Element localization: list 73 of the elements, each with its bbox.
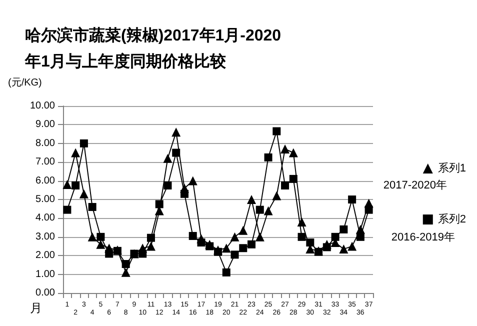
x-axis-title: 月 [30, 301, 42, 315]
point [298, 232, 306, 241]
point [63, 206, 72, 214]
point [348, 196, 356, 204]
point [288, 148, 298, 158]
y-tick-label: 0.00 [36, 288, 56, 298]
y-tick-label: 10.00 [30, 100, 56, 112]
point [88, 232, 97, 242]
point [339, 244, 348, 254]
point [122, 260, 130, 268]
point [264, 206, 273, 216]
point [71, 148, 80, 158]
point [188, 176, 198, 186]
point [280, 144, 290, 154]
point [188, 232, 197, 240]
point [138, 250, 147, 258]
point [62, 180, 72, 190]
y-axis-title: (元/KG) [8, 78, 42, 88]
point [206, 242, 214, 250]
point [88, 202, 96, 211]
point [80, 139, 88, 148]
point [121, 268, 130, 277]
point [180, 190, 188, 198]
point [146, 242, 156, 251]
point [96, 240, 106, 249]
point [364, 206, 373, 214]
point [322, 243, 331, 252]
point [331, 232, 340, 241]
y-tick-label: 5.00 [36, 194, 56, 205]
point [163, 154, 172, 163]
point [264, 153, 272, 162]
point [96, 232, 105, 241]
y-tick-label: 4.00 [36, 212, 56, 224]
text: 2016-2019年 [391, 232, 456, 244]
point [164, 181, 172, 190]
y-tick-label: 6.00 [36, 175, 56, 186]
y-tick-label: 1.00 [36, 268, 56, 280]
point [155, 200, 164, 208]
point [197, 238, 206, 247]
point [256, 206, 264, 214]
point [297, 217, 306, 226]
point [172, 128, 181, 137]
y-tick-label: 9.00 [36, 119, 56, 130]
point [79, 189, 88, 198]
point [105, 250, 114, 258]
y-tick-label: 8.00 [36, 138, 56, 149]
text: 2017-2020年 [383, 180, 448, 192]
point [340, 225, 348, 234]
point [255, 232, 264, 242]
point [348, 242, 357, 251]
point [356, 232, 364, 241]
point [146, 234, 155, 242]
point [222, 268, 230, 276]
point [230, 250, 239, 259]
point [247, 195, 256, 204]
chart-title: 哈尔滨市蔬菜(辣椒)2017年1月-2020 年1月与上年度同期价格比较 [24, 26, 282, 70]
point [172, 148, 180, 157]
legend-label: 系列1 [438, 162, 466, 174]
point [238, 226, 248, 235]
point [306, 238, 314, 247]
point [222, 244, 231, 253]
point [272, 191, 282, 200]
y-tick-label: 7.00 [36, 156, 56, 168]
y-tick-label: 3.00 [36, 231, 56, 242]
point [281, 181, 290, 190]
point [239, 244, 248, 252]
legend-label: 系列2 [438, 212, 466, 226]
point [230, 232, 240, 242]
point [289, 174, 298, 183]
point [72, 181, 80, 190]
point [272, 127, 281, 136]
y-tick-label: 2.00 [36, 250, 56, 262]
point [248, 240, 256, 248]
